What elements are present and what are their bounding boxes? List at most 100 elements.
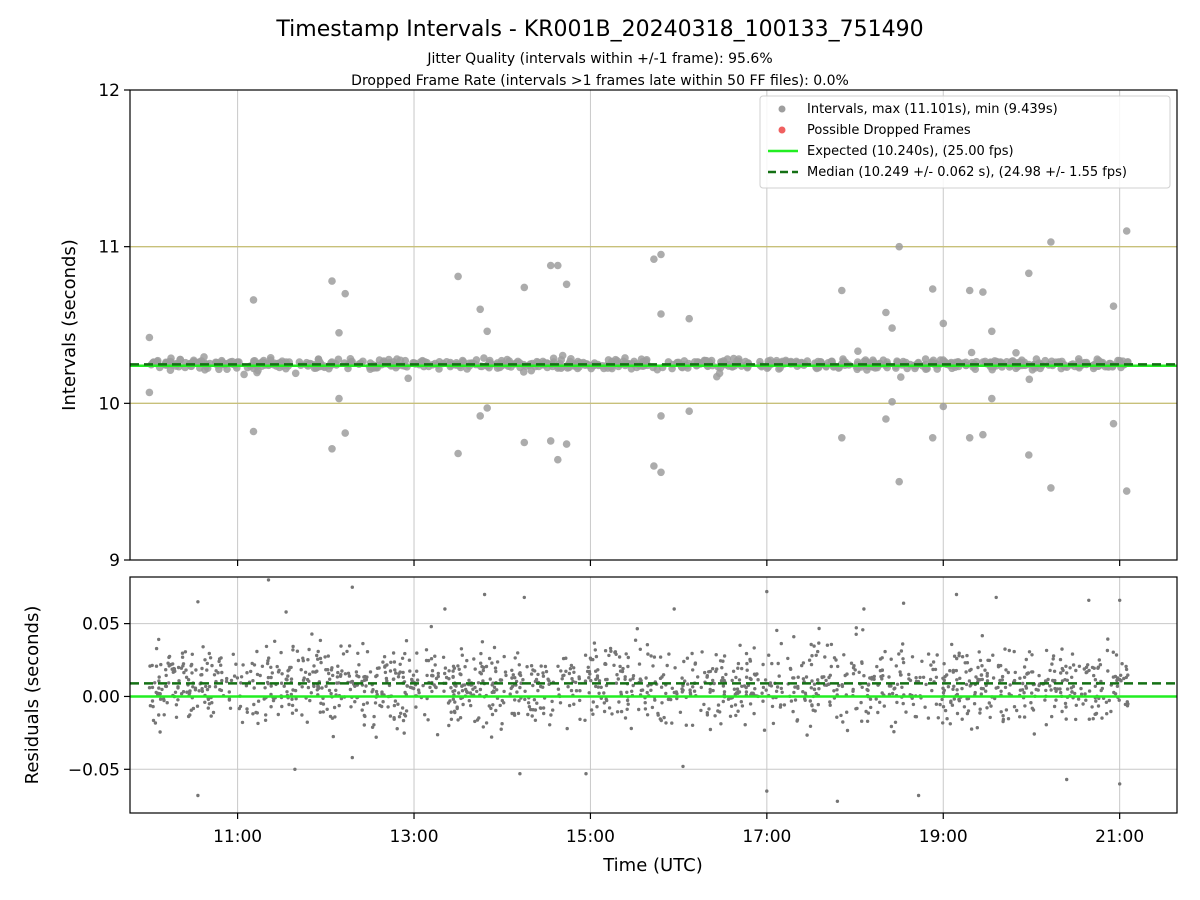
residual-point bbox=[586, 665, 590, 669]
residual-point bbox=[181, 690, 186, 694]
residual-point bbox=[433, 663, 437, 667]
interval-outlier-point bbox=[520, 283, 529, 292]
residual-point bbox=[266, 659, 270, 663]
residual-point bbox=[1068, 666, 1072, 670]
residual-point bbox=[234, 662, 238, 666]
residual-outlier-point bbox=[266, 578, 271, 582]
residual-point bbox=[824, 683, 829, 687]
residual-point bbox=[394, 671, 398, 675]
residual-point bbox=[952, 654, 957, 658]
residual-point bbox=[467, 678, 471, 682]
residual-point bbox=[841, 720, 845, 724]
residual-point bbox=[224, 679, 229, 684]
residual-point bbox=[203, 658, 207, 662]
residual-point bbox=[851, 687, 855, 692]
residual-point bbox=[432, 683, 436, 687]
y-tick-label: 12 bbox=[98, 81, 120, 101]
residual-point bbox=[517, 699, 521, 703]
residual-point bbox=[820, 675, 824, 679]
residual-point bbox=[165, 701, 169, 705]
interval-outlier-point bbox=[145, 388, 154, 397]
residual-point bbox=[643, 707, 648, 711]
residual-point bbox=[966, 709, 971, 713]
residual-point bbox=[808, 699, 812, 703]
residual-point bbox=[300, 685, 304, 689]
residual-point bbox=[1020, 688, 1025, 692]
residual-point bbox=[872, 674, 876, 679]
residual-point bbox=[455, 706, 459, 711]
y-tick-label: −0.05 bbox=[68, 760, 120, 780]
residual-point bbox=[612, 663, 616, 667]
residual-point bbox=[453, 700, 457, 704]
residual-point bbox=[264, 644, 269, 649]
residual-point bbox=[245, 710, 249, 714]
residual-point bbox=[239, 675, 244, 679]
interval-outlier-point bbox=[328, 277, 336, 285]
residual-point bbox=[564, 669, 568, 673]
residual-point bbox=[299, 668, 303, 672]
residual-point bbox=[212, 673, 217, 677]
residual-point bbox=[594, 684, 598, 689]
residual-point bbox=[625, 698, 630, 703]
chart-title: Timestamp Intervals - KR001B_20240318_10… bbox=[275, 17, 923, 42]
residual-point bbox=[720, 666, 724, 670]
residual-point bbox=[804, 675, 809, 679]
residual-point bbox=[478, 687, 483, 692]
residual-point bbox=[901, 642, 905, 646]
residual-outlier-point bbox=[482, 592, 487, 597]
residual-point bbox=[865, 719, 870, 723]
residual-point bbox=[271, 698, 276, 703]
residual-point bbox=[1074, 717, 1078, 722]
residual-point bbox=[926, 652, 931, 656]
residual-point bbox=[1013, 670, 1017, 675]
residual-point bbox=[812, 644, 816, 648]
residual-point bbox=[154, 646, 159, 651]
residual-point bbox=[518, 671, 522, 675]
residual-point bbox=[457, 667, 461, 671]
residual-point bbox=[603, 661, 607, 666]
residual-point bbox=[954, 668, 958, 673]
residual-point bbox=[285, 690, 289, 694]
residual-point bbox=[164, 668, 168, 672]
residual-point bbox=[426, 658, 431, 663]
residual-point bbox=[656, 711, 660, 716]
residual-point bbox=[761, 662, 765, 667]
residual-point bbox=[597, 691, 601, 695]
residual-point bbox=[433, 654, 437, 658]
residual-point bbox=[1064, 705, 1068, 709]
residual-point bbox=[340, 669, 344, 673]
residual-point bbox=[186, 678, 191, 682]
residual-point bbox=[512, 713, 517, 717]
interval-point bbox=[215, 365, 223, 374]
residual-point bbox=[985, 706, 989, 710]
y-tick-label: 0.00 bbox=[82, 687, 120, 707]
residual-point bbox=[615, 710, 620, 714]
residual-point bbox=[736, 709, 740, 713]
residual-point bbox=[572, 702, 576, 706]
residual-point bbox=[596, 685, 600, 689]
residual-point bbox=[809, 686, 813, 690]
residual-point bbox=[456, 664, 460, 668]
residual-point bbox=[1071, 663, 1076, 667]
residual-point bbox=[489, 706, 493, 711]
residual-point bbox=[396, 675, 401, 679]
residual-point bbox=[374, 674, 378, 679]
residual-point bbox=[548, 723, 552, 727]
residual-point bbox=[770, 704, 775, 709]
residual-point bbox=[415, 678, 420, 682]
residual-point bbox=[832, 689, 836, 693]
residual-point bbox=[1090, 705, 1094, 709]
residual-point bbox=[227, 697, 232, 701]
residual-point bbox=[560, 677, 564, 681]
residual-point bbox=[734, 675, 738, 680]
residual-point bbox=[353, 700, 357, 704]
residual-point bbox=[778, 705, 783, 709]
residual-point bbox=[900, 685, 904, 689]
residual-point bbox=[699, 708, 703, 713]
residual-point bbox=[567, 703, 572, 708]
residual-point bbox=[1114, 653, 1119, 657]
intervals-x-ticks bbox=[237, 560, 1121, 566]
residual-point bbox=[162, 698, 166, 703]
residual-point bbox=[809, 642, 813, 647]
residual-point bbox=[294, 697, 298, 701]
